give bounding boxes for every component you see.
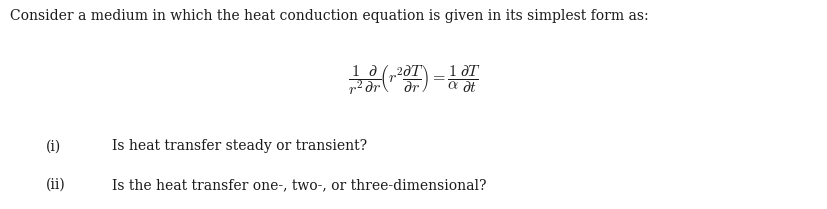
Text: (i): (i) [45, 139, 60, 153]
Text: Is heat transfer steady or transient?: Is heat transfer steady or transient? [112, 139, 366, 153]
Text: $\dfrac{1}{r^2}\dfrac{\partial}{\partial r}\!\left(r^2\dfrac{\partial T}{\partia: $\dfrac{1}{r^2}\dfrac{\partial}{\partial… [347, 64, 480, 97]
Text: Consider a medium in which the heat conduction equation is given in its simplest: Consider a medium in which the heat cond… [10, 9, 648, 23]
Text: Is the heat transfer one-, two-, or three-dimensional?: Is the heat transfer one-, two-, or thre… [112, 178, 485, 192]
Text: (ii): (ii) [45, 178, 65, 192]
